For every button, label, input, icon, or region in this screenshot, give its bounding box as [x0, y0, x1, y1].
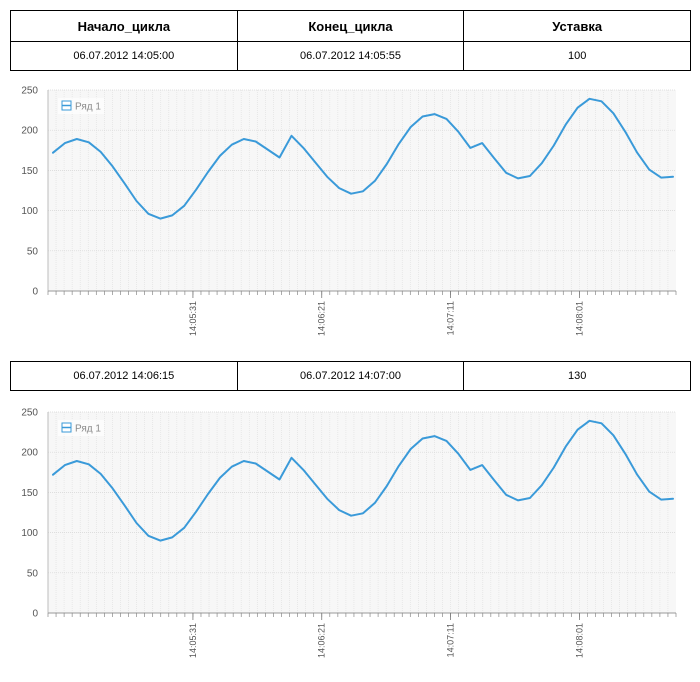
x-minor-ticks	[47, 291, 677, 295]
y-tick-label: 250	[21, 86, 38, 97]
horizontal-gridlines	[48, 411, 676, 574]
cycle-chart-1: 0 50 100 150 200 250 14:05:31 14:06:21 14:07:11 1…	[21, 86, 677, 336]
cycle-table-2: 06.07.2012 14:06:15 06.07.2012 14:07:00 …	[10, 361, 691, 391]
cycle-end-cell: 06.07.2012 14:07:00	[236, 361, 465, 391]
horizontal-gridlines	[48, 89, 676, 252]
vertical-gridlines	[55, 412, 669, 613]
cycle-start-cell: 06.07.2012 14:05:00	[10, 41, 238, 71]
x-tick-label: 14:06:21	[317, 623, 327, 658]
x-tick-label: 14:06:21	[317, 301, 327, 336]
y-tick-label: 0	[32, 609, 38, 620]
x-tick-label: 14:07:11	[446, 301, 456, 335]
table-row: 06.07.2012 14:06:15 06.07.2012 14:07:00 …	[10, 361, 691, 391]
y-tick-label: 200	[21, 126, 38, 137]
cycle-start-cell: 06.07.2012 14:06:15	[10, 361, 238, 391]
header-setpoint-cell: Уставка	[463, 10, 691, 42]
series-line	[52, 419, 674, 542]
x-tick-label: 14:08:01	[574, 301, 584, 336]
legend-label: Ряд 1	[75, 102, 101, 113]
x-tick-label: 14:07:11	[446, 623, 456, 657]
y-tick-label: 150	[21, 166, 38, 177]
series-line	[52, 97, 674, 220]
cycle-setpoint-cell: 130	[463, 361, 691, 391]
x-tick-label: 14:05:31	[188, 301, 198, 336]
cycle-setpoint-cell: 100	[463, 41, 691, 71]
y-tick-label: 100	[21, 528, 38, 539]
x-minor-ticks	[47, 613, 677, 617]
cycle-table-1: Начало_цикла Конец_цикла Уставка 06.07.2…	[10, 10, 691, 71]
x-tick-label: 14:05:31	[188, 623, 198, 658]
cycle-chart-2: 0 50 100 150 200 250 14:05:31 14:06:21 14:07:11 1…	[21, 408, 677, 658]
y-tick-label: 150	[21, 488, 38, 499]
vertical-gridlines	[55, 90, 669, 291]
y-tick-label: 50	[27, 246, 39, 257]
legend: Ряд 1	[58, 98, 104, 114]
legend-label: Ряд 1	[75, 424, 101, 435]
y-tick-label: 100	[21, 206, 38, 217]
header-end-cell: Конец_цикла	[236, 10, 465, 42]
x-tick-label: 14:08:01	[574, 623, 584, 658]
legend: Ряд 1	[58, 420, 104, 436]
header-start-cell: Начало_цикла	[10, 10, 238, 42]
y-tick-label: 50	[27, 568, 39, 579]
table-header-row: Начало_цикла Конец_цикла Уставка	[10, 10, 691, 42]
y-tick-label: 200	[21, 448, 38, 459]
y-tick-label: 250	[21, 408, 38, 419]
y-tick-label: 0	[32, 287, 38, 298]
table-row: 06.07.2012 14:05:00 06.07.2012 14:05:55 …	[10, 41, 691, 71]
cycle-end-cell: 06.07.2012 14:05:55	[236, 41, 465, 71]
